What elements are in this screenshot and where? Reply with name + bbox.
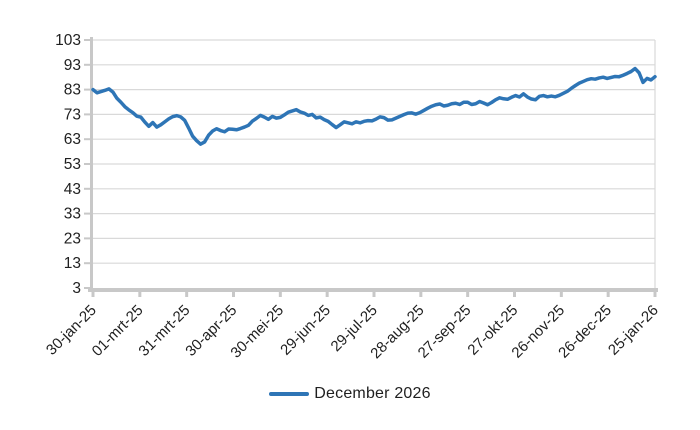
y-tick-label: 83 xyxy=(64,82,81,99)
series-line-december-2026 xyxy=(91,66,657,146)
x-tick-label: 29-jun-25 xyxy=(277,302,334,359)
y-tick-label: 103 xyxy=(55,32,81,49)
y-tick-label: 63 xyxy=(64,131,81,148)
y-tick-label: 73 xyxy=(64,106,81,123)
y-tick-label: 33 xyxy=(64,206,81,223)
chart-legend: December 2026 xyxy=(0,382,700,406)
x-tick-label: 25-jan-26 xyxy=(605,302,662,359)
y-tick-label: 93 xyxy=(64,57,81,74)
y-tick-label: 53 xyxy=(64,156,81,173)
legend-line-swatch xyxy=(269,392,310,396)
y-tick-label: 13 xyxy=(64,255,81,272)
legend-series-label: December 2026 xyxy=(314,385,431,402)
y-tick-label: 23 xyxy=(64,230,81,247)
y-tick-label: 43 xyxy=(64,181,81,198)
y-tick-label: 3 xyxy=(72,280,81,297)
